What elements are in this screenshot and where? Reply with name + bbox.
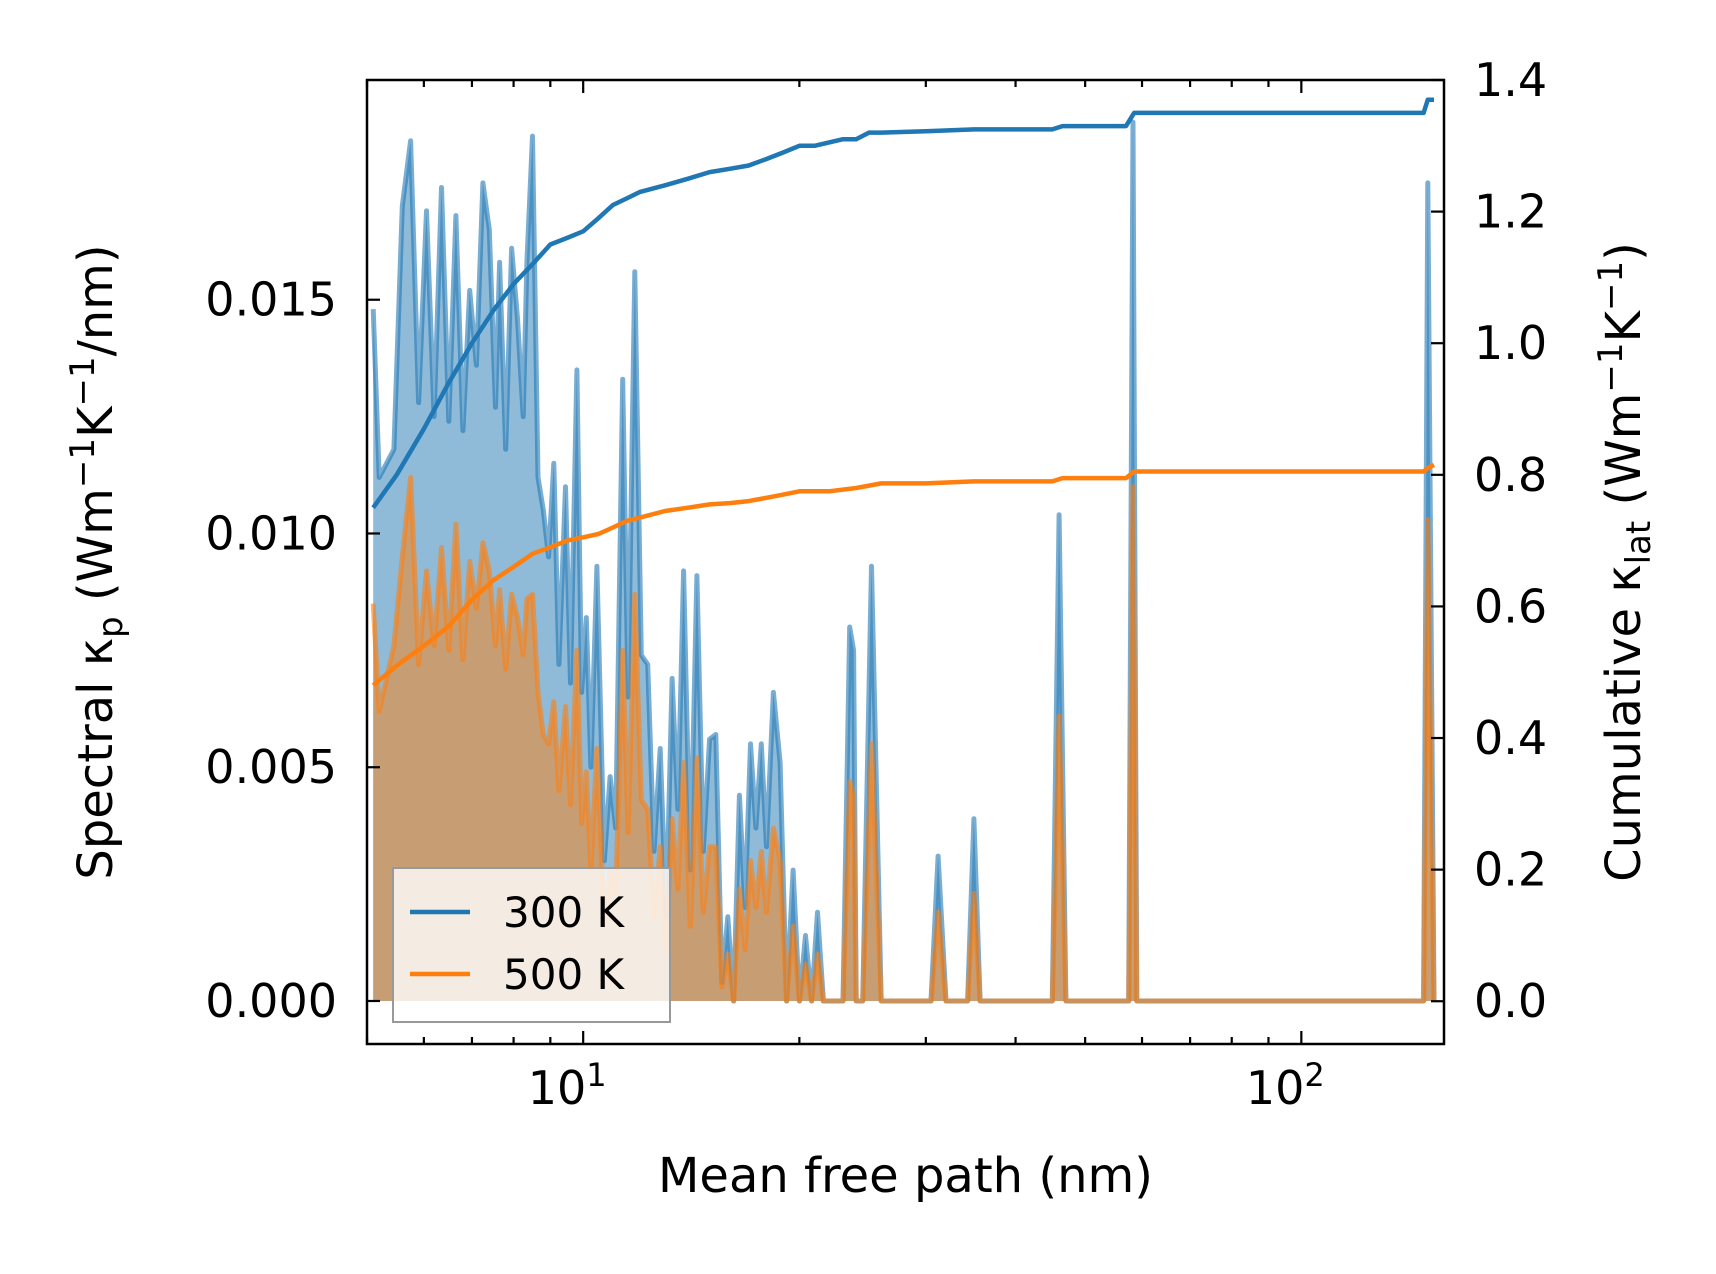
y-right-axis-title-part: −1 (1591, 261, 1631, 311)
y-left-axis-title-part: −1 (63, 438, 103, 488)
cumulative-line-series-0 (371, 97, 1434, 510)
y-right-axis-title-part: −1 (1591, 342, 1631, 392)
y-left-tick-label: 0.015 (205, 273, 337, 327)
y-right-tick-label: 0.2 (1474, 843, 1547, 897)
y-right-axis-title-part: (Wm (1596, 393, 1652, 521)
y-left-axis-title-part: p (91, 616, 131, 638)
y-right-tick-label: 0.6 (1474, 579, 1547, 633)
legend: 300 K 500 K (392, 867, 671, 1023)
y-right-tick-label: 0.0 (1474, 974, 1547, 1028)
axes (365, 78, 1446, 1046)
spectral-line-series-1 (370, 474, 1437, 1004)
cumulative-line-series-1 (371, 462, 1436, 688)
y-left-axis-title-part: K (68, 405, 124, 438)
legend-box (392, 867, 671, 1023)
legend-label-1: 500 K (503, 950, 626, 999)
x-axis-title: Mean free path (nm) (658, 1148, 1153, 1204)
y-right-axis-title-part: K (1596, 309, 1652, 342)
y-right-tick-label: 1.4 (1474, 53, 1547, 107)
y-right-tick-label: 1.2 (1474, 185, 1547, 239)
x-tick-label-base: 10 (528, 1061, 587, 1115)
y-left-axis-title-part: −1 (63, 356, 103, 406)
y-left-axis-title: Spectral κp (Wm−1K−1/nm) (63, 244, 131, 879)
y-left-tick-label: 0.000 (205, 974, 337, 1028)
y-right-axis-title-part: Cumulative κ (1596, 564, 1652, 882)
x-tick-label-exponent: 2 (1304, 1056, 1324, 1094)
y-right-tick-label: 0.8 (1474, 448, 1547, 502)
y-right-tick-label: 0.4 (1474, 711, 1547, 765)
x-tick-label: 102 (1246, 1056, 1325, 1115)
y-left-tick-label: 0.010 (205, 506, 337, 560)
legend-label-0: 300 K (503, 888, 626, 937)
x-tick-label: 101 (528, 1056, 607, 1115)
y-right-axis-title-part: lat (1619, 521, 1659, 565)
y-right-tick-label: 1.0 (1474, 316, 1547, 370)
x-tick-label-exponent: 1 (586, 1056, 606, 1094)
y-left-axis-title-part: Spectral κ (68, 638, 124, 880)
y-left-tick-label: 0.005 (205, 740, 337, 794)
y-right-axis-title-part: ) (1596, 242, 1652, 261)
y-right-axis-title: Cumulative κlat (Wm−1K−1) (1591, 242, 1659, 882)
y-left-axis-title-part: /nm) (68, 244, 124, 356)
labels: 101 1020.0000.0050.0100.0150.00.20.40.60.… (63, 53, 1659, 1204)
plot-frame (365, 78, 1446, 1046)
x-tick-label-base: 10 (1246, 1061, 1305, 1115)
y-left-axis-title-part: (Wm (68, 488, 124, 616)
spectral-line-series-0 (370, 119, 1437, 1004)
